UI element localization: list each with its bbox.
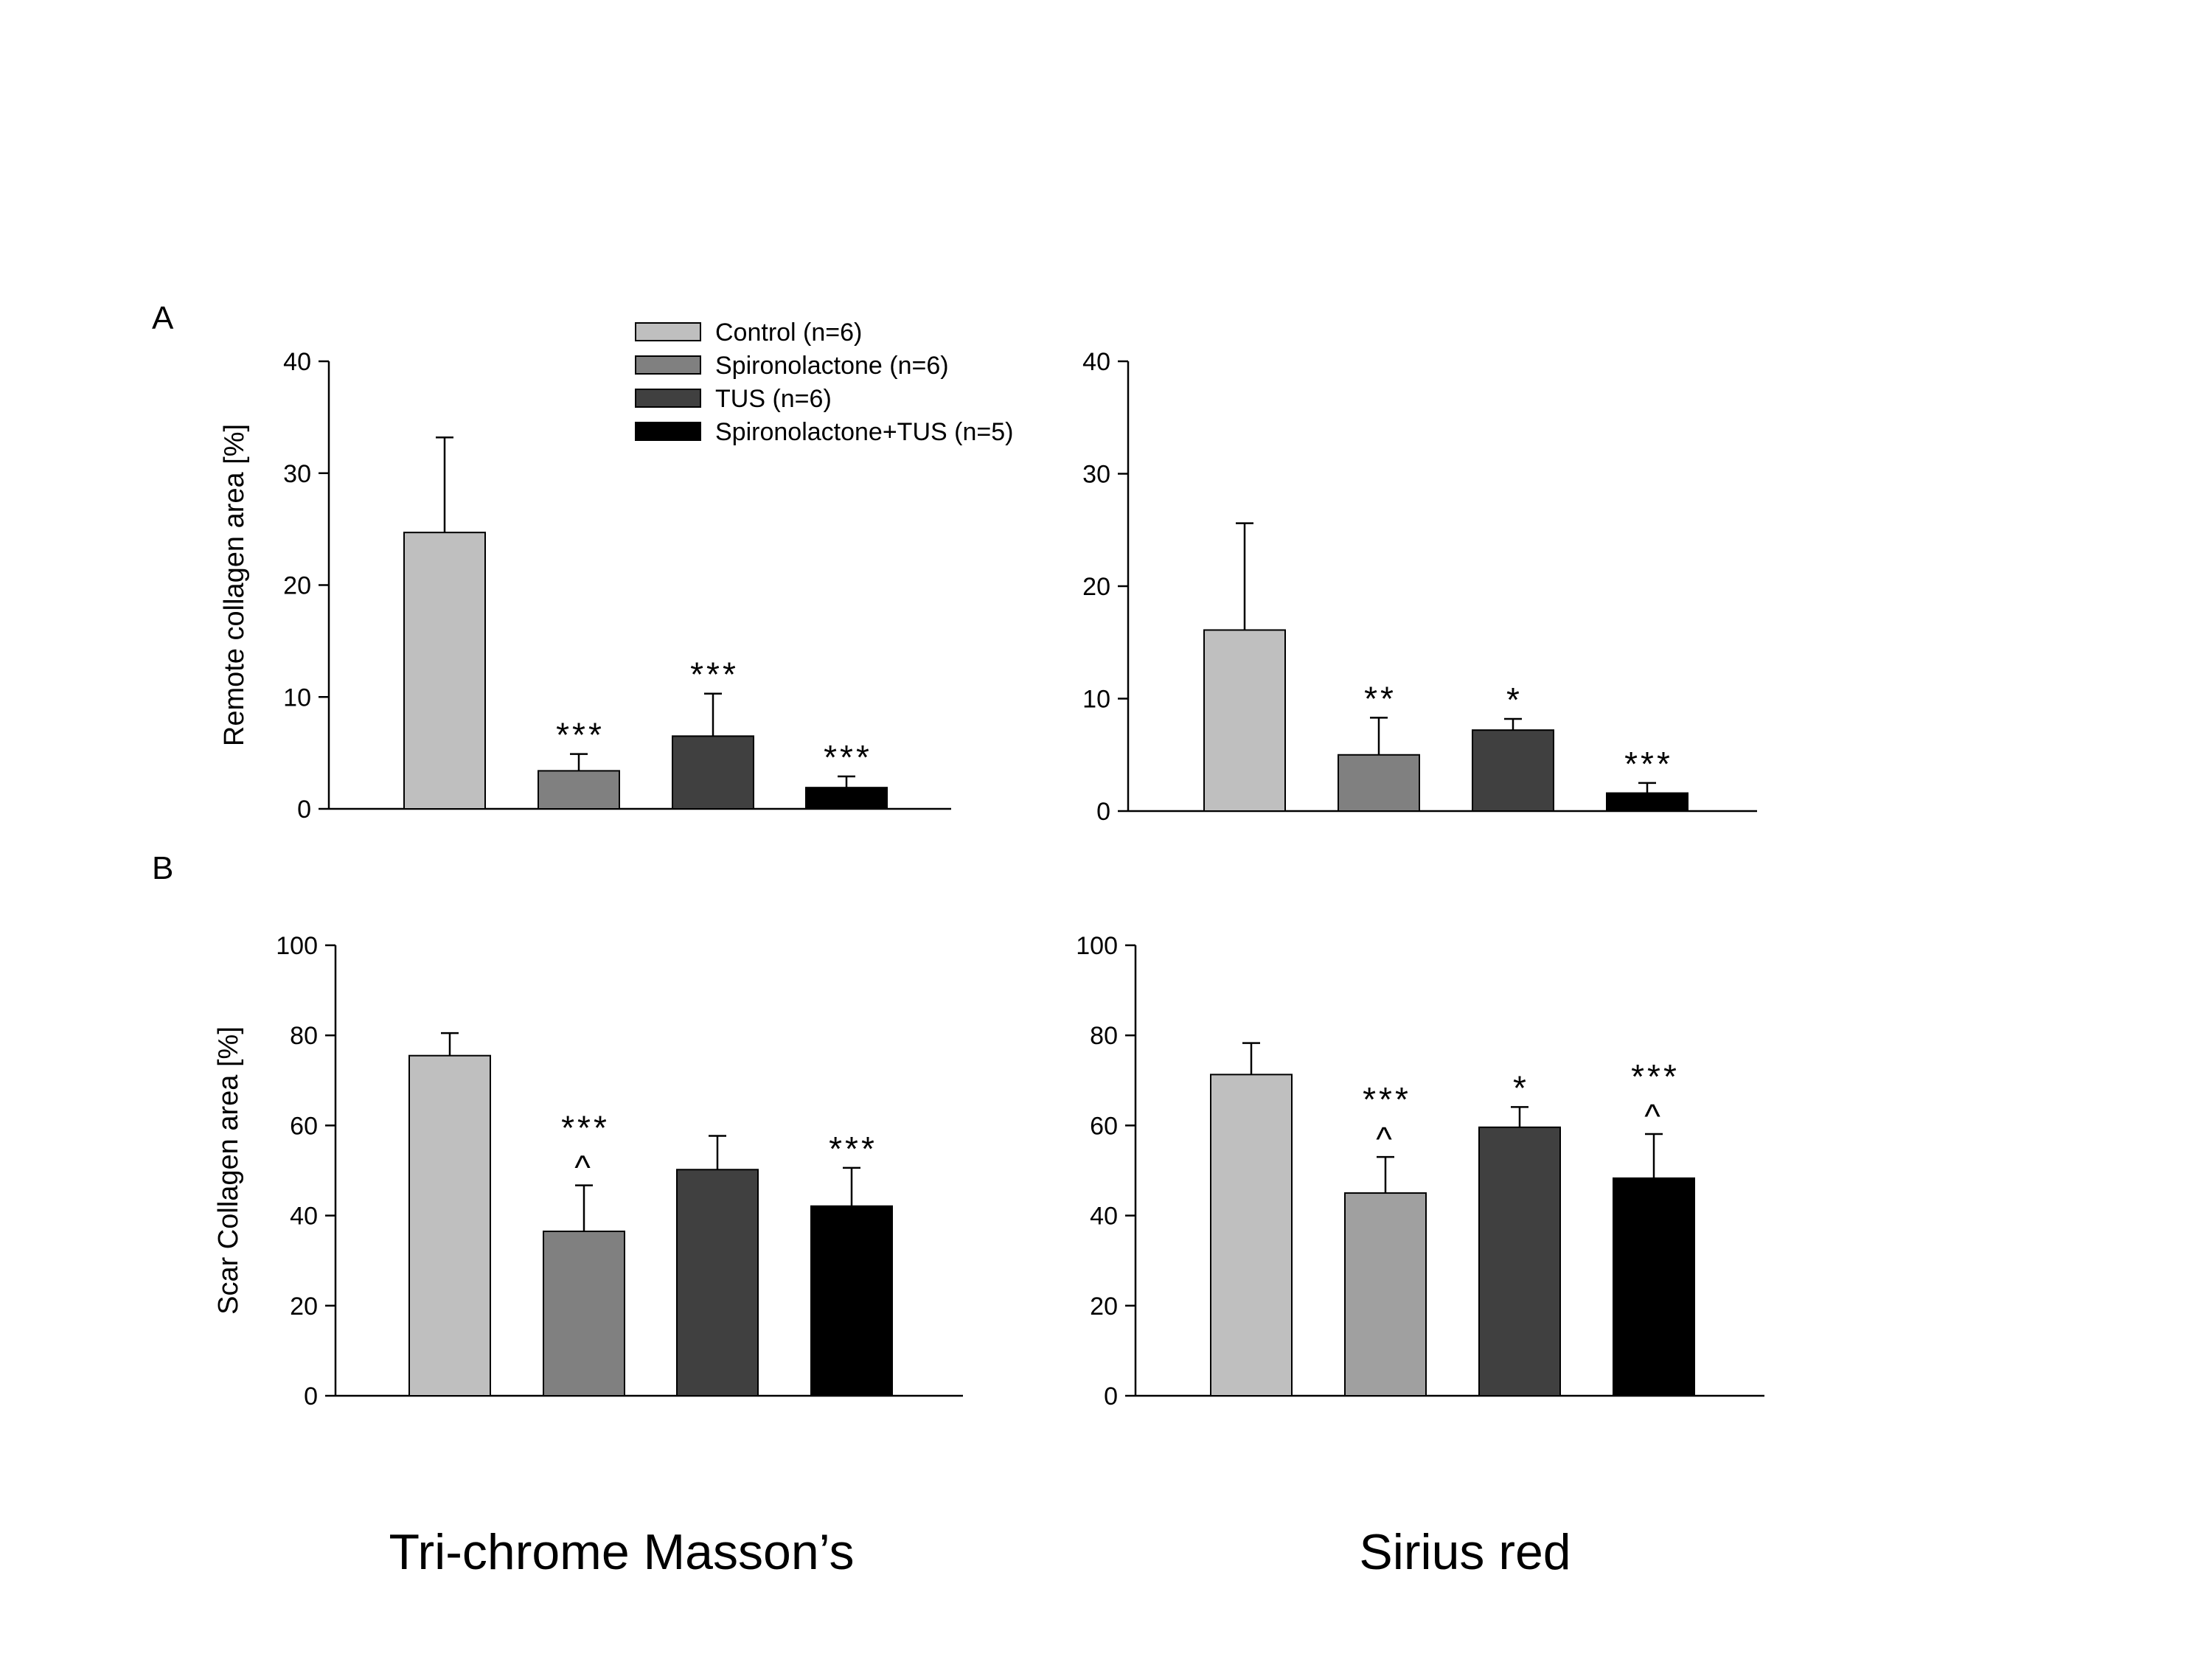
bar (538, 770, 620, 810)
bar (408, 1054, 491, 1397)
legend-swatch (635, 355, 701, 375)
y-tick-label: 0 (304, 1382, 318, 1411)
bar (805, 787, 888, 810)
y-tick-label: 80 (1090, 1022, 1118, 1050)
legend-item: Control (n=6) (635, 319, 862, 347)
y-tick-label: 0 (297, 796, 311, 824)
bar (676, 1169, 759, 1397)
y-tick-label: 20 (283, 572, 311, 600)
y-tick-label: 30 (1082, 461, 1110, 489)
panel-label-a: A (152, 300, 174, 336)
y-tick-label: 0 (1104, 1382, 1118, 1411)
chart-1: 0 10 20 30 40 Remote collagen area [%] *** *** *… (219, 348, 951, 824)
panel-label-b: B (152, 850, 173, 886)
y-tick-label: 60 (290, 1112, 318, 1140)
legend-item: Spironolactone (n=6) (635, 352, 949, 380)
y-tick-label: 20 (1090, 1293, 1118, 1321)
y-tick-label: 60 (1090, 1112, 1118, 1140)
bar (1344, 1192, 1427, 1397)
bar (1338, 754, 1420, 812)
bar (1210, 1074, 1293, 1397)
significance-stars: *** (690, 655, 739, 694)
bar (543, 1230, 625, 1397)
legend: Control (n=6) Spironolactone (n=6) TUS (n=… (635, 319, 1013, 446)
bar (1472, 729, 1554, 813)
legend-swatch (635, 422, 701, 441)
legend-label: Spironolactone+TUS (n=5) (715, 418, 1013, 446)
y-tick-label: 0 (1096, 798, 1110, 826)
y-tick-label: 10 (283, 684, 311, 712)
significance-stars: *** (829, 1130, 877, 1168)
bar (1606, 792, 1688, 812)
y-tick-label: 80 (290, 1022, 318, 1050)
y-tick-label: 20 (290, 1293, 318, 1321)
legend-label: TUS (n=6) (715, 385, 832, 413)
y-tick-label: 40 (1090, 1203, 1118, 1231)
y-tick-label: 20 (1082, 573, 1110, 601)
bar (1203, 629, 1286, 812)
legend-item: TUS (n=6) (635, 385, 832, 413)
y-tick-label: 40 (290, 1203, 318, 1231)
significance-stars: *** (561, 1109, 610, 1147)
caption-sirius-red: Sirius red (1359, 1524, 1571, 1580)
y-tick-label: 100 (1076, 932, 1118, 960)
legend-item: Spironolactone+TUS (n=5) (635, 418, 1013, 446)
significance-stars: * (1513, 1068, 1529, 1107)
y-axis-label: Scar Collagen area [%] (213, 1026, 244, 1315)
significance-caret: ^ (1376, 1120, 1395, 1158)
bar (403, 532, 486, 810)
significance-stars: *** (1624, 745, 1673, 783)
legend-label: Spironolactone (n=6) (715, 352, 949, 380)
significance-caret: ^ (1644, 1097, 1663, 1135)
y-tick-label: 10 (1082, 686, 1110, 714)
y-axis-label: Remote collagen area [%] (219, 424, 250, 746)
y-tick-label: 40 (283, 348, 311, 376)
bar (810, 1205, 893, 1397)
legend-swatch (635, 389, 701, 408)
bar (1478, 1126, 1561, 1397)
significance-stars: *** (556, 716, 605, 754)
significance-stars: *** (1631, 1057, 1680, 1096)
y-tick-label: 40 (1082, 348, 1110, 376)
legend-swatch (635, 322, 701, 341)
bar (672, 735, 754, 810)
caption-trichrome: Tri-chrome Masson’s (389, 1524, 854, 1580)
bar (1613, 1177, 1695, 1397)
significance-stars: * (1506, 681, 1523, 719)
significance-stars: *** (824, 738, 872, 776)
significance-caret: ^ (574, 1149, 594, 1187)
significance-stars: ** (1364, 679, 1397, 717)
y-tick-label: 100 (276, 932, 318, 960)
significance-stars: *** (1363, 1080, 1411, 1119)
legend-label: Control (n=6) (715, 319, 862, 347)
y-tick-label: 30 (283, 460, 311, 488)
